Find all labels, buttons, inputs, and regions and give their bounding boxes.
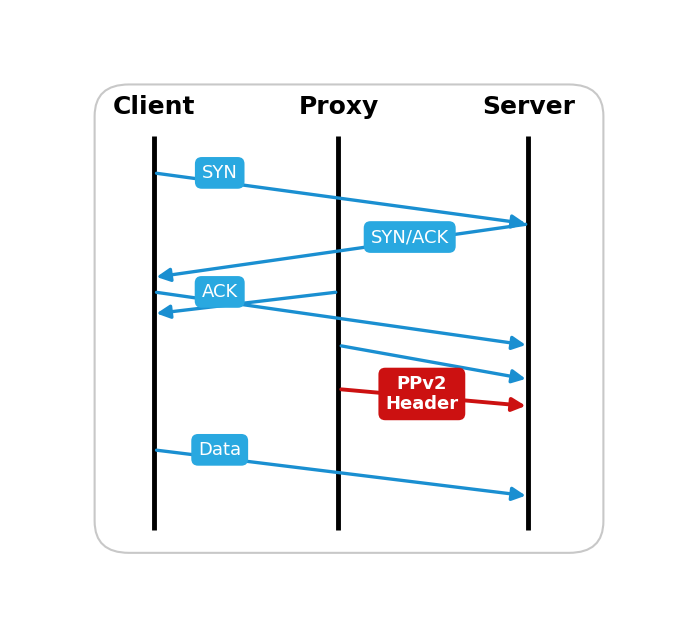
Text: ACK: ACK [202,283,238,301]
Text: Proxy: Proxy [298,95,379,119]
Text: Server: Server [482,95,575,119]
Text: Client: Client [112,95,195,119]
Text: PPv2
Header: PPv2 Header [385,375,458,413]
Text: SYN: SYN [202,164,238,182]
FancyBboxPatch shape [95,85,603,553]
Text: SYN/ACK: SYN/ACK [370,228,449,246]
Text: Data: Data [198,441,241,459]
